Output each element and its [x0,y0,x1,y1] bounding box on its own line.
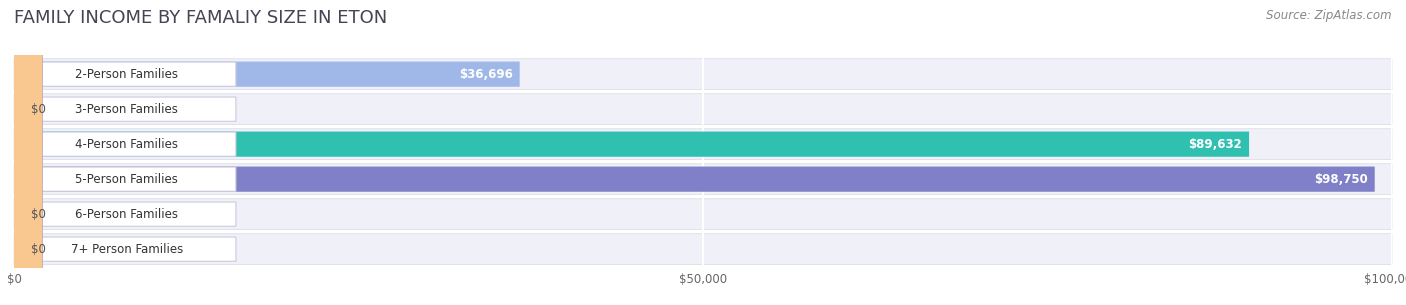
Text: 4-Person Families: 4-Person Families [76,138,179,151]
FancyBboxPatch shape [15,202,236,226]
Circle shape [8,0,42,305]
Text: $89,632: $89,632 [1188,138,1241,151]
Circle shape [8,0,42,305]
Text: $36,696: $36,696 [458,68,513,81]
Text: FAMILY INCOME BY FAMALIY SIZE IN ETON: FAMILY INCOME BY FAMALIY SIZE IN ETON [14,9,387,27]
FancyBboxPatch shape [15,97,236,121]
Circle shape [8,0,42,305]
FancyBboxPatch shape [14,167,1375,192]
FancyBboxPatch shape [14,131,1249,157]
Circle shape [8,0,42,305]
FancyBboxPatch shape [15,237,236,261]
Text: 7+ Person Families: 7+ Person Families [70,243,183,256]
FancyBboxPatch shape [15,62,236,86]
FancyBboxPatch shape [15,132,236,156]
Text: 5-Person Families: 5-Person Families [76,173,179,186]
Circle shape [8,0,42,305]
Text: $98,750: $98,750 [1315,173,1368,186]
Text: $0: $0 [31,243,45,256]
FancyBboxPatch shape [14,94,1392,124]
FancyBboxPatch shape [14,164,1392,195]
FancyBboxPatch shape [14,129,1392,160]
Text: 3-Person Families: 3-Person Families [76,103,179,116]
FancyBboxPatch shape [14,199,1392,230]
Circle shape [8,0,42,305]
Text: $0: $0 [31,208,45,221]
FancyBboxPatch shape [14,59,1392,90]
FancyBboxPatch shape [14,62,520,87]
Text: $0: $0 [31,103,45,116]
Text: 2-Person Families: 2-Person Families [76,68,179,81]
Text: 6-Person Families: 6-Person Families [76,208,179,221]
Text: Source: ZipAtlas.com: Source: ZipAtlas.com [1267,9,1392,22]
FancyBboxPatch shape [15,167,236,191]
FancyBboxPatch shape [14,234,1392,264]
